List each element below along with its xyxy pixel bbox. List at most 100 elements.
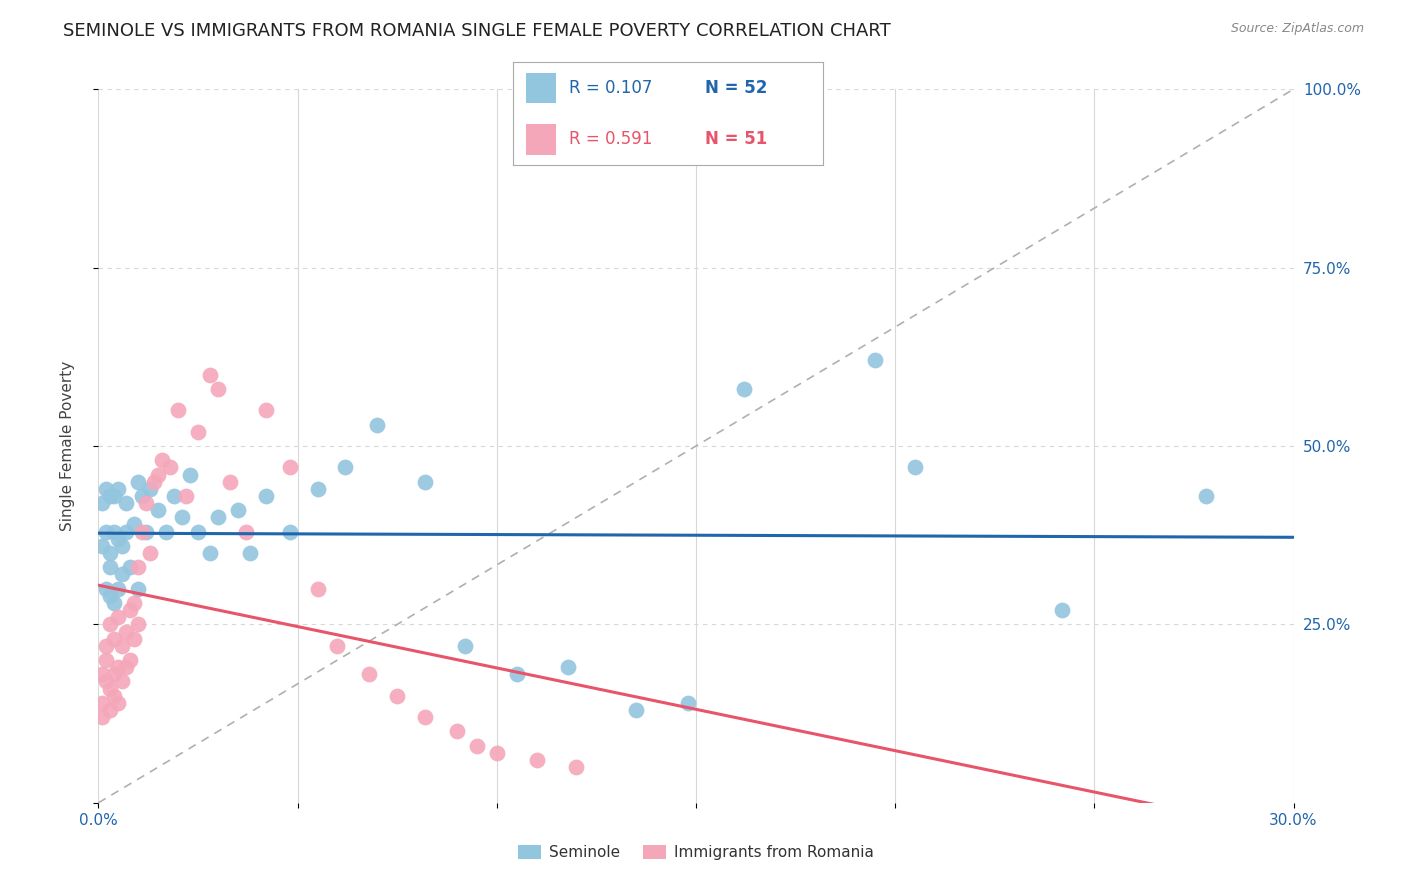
Point	[179, 467, 201, 482]
Point	[127, 582, 149, 596]
Text: N = 51: N = 51	[704, 130, 768, 148]
Point	[103, 489, 125, 503]
Point	[159, 460, 181, 475]
Point	[278, 460, 301, 475]
Text: N = 52: N = 52	[704, 78, 768, 96]
Point	[98, 546, 122, 560]
Point	[96, 582, 118, 596]
Point	[120, 603, 142, 617]
Point	[98, 681, 122, 696]
Point	[198, 546, 221, 560]
Point	[98, 589, 122, 603]
Point	[163, 489, 186, 503]
Point	[207, 382, 229, 396]
Point	[359, 667, 381, 681]
Point	[120, 653, 142, 667]
Point	[565, 760, 588, 774]
Point	[96, 653, 118, 667]
Point	[139, 546, 162, 560]
Point	[172, 510, 194, 524]
Point	[187, 524, 209, 539]
Text: SEMINOLE VS IMMIGRANTS FROM ROMANIA SINGLE FEMALE POVERTY CORRELATION CHART: SEMINOLE VS IMMIGRANTS FROM ROMANIA SING…	[63, 22, 891, 40]
Point	[135, 496, 157, 510]
Point	[124, 517, 146, 532]
Point	[111, 674, 134, 689]
Point	[111, 639, 134, 653]
Point	[198, 368, 221, 382]
Point	[107, 610, 129, 624]
Point	[254, 403, 277, 417]
Point	[385, 689, 409, 703]
Point	[1195, 489, 1218, 503]
Point	[91, 696, 114, 710]
Point	[127, 475, 149, 489]
Point	[98, 489, 122, 503]
Point	[626, 703, 648, 717]
Point	[465, 739, 488, 753]
Point	[103, 632, 125, 646]
Point	[98, 560, 122, 574]
Point	[676, 696, 699, 710]
Point	[148, 467, 170, 482]
Point	[143, 475, 166, 489]
Point	[111, 539, 134, 553]
Point	[254, 489, 277, 503]
Bar	[526, 73, 557, 103]
Text: R = 0.107: R = 0.107	[569, 78, 652, 96]
Point	[733, 382, 755, 396]
Point	[98, 703, 122, 717]
Point	[127, 560, 149, 574]
Y-axis label: Single Female Poverty: Single Female Poverty	[60, 361, 75, 531]
Point	[307, 582, 329, 596]
Point	[1052, 603, 1074, 617]
Point	[506, 667, 529, 681]
Point	[207, 510, 229, 524]
Point	[115, 496, 138, 510]
Point	[111, 567, 134, 582]
Point	[91, 496, 114, 510]
Point	[155, 524, 177, 539]
Point	[96, 482, 118, 496]
Point	[103, 667, 125, 681]
Point	[107, 532, 129, 546]
Point	[446, 724, 468, 739]
Point	[135, 524, 157, 539]
Point	[307, 482, 329, 496]
Point	[904, 460, 927, 475]
Point	[174, 489, 197, 503]
Point	[167, 403, 190, 417]
Text: R = 0.591: R = 0.591	[569, 130, 652, 148]
Point	[526, 753, 548, 767]
Point	[96, 524, 118, 539]
Point	[115, 624, 138, 639]
Point	[103, 596, 125, 610]
Point	[124, 632, 146, 646]
Point	[103, 524, 125, 539]
Point	[96, 639, 118, 653]
Point	[98, 617, 122, 632]
Point	[139, 482, 162, 496]
Point	[485, 746, 508, 760]
Point	[278, 524, 301, 539]
Point	[131, 489, 153, 503]
Point	[226, 503, 249, 517]
Point	[148, 503, 170, 517]
Point	[239, 546, 262, 560]
Point	[335, 460, 357, 475]
Point	[150, 453, 173, 467]
Point	[235, 524, 257, 539]
Point	[454, 639, 477, 653]
Point	[187, 425, 209, 439]
Point	[115, 524, 138, 539]
Point	[107, 582, 129, 596]
Point	[413, 475, 436, 489]
Point	[127, 617, 149, 632]
Point	[91, 539, 114, 553]
Point	[103, 689, 125, 703]
Legend: Seminole, Immigrants from Romania: Seminole, Immigrants from Romania	[512, 839, 880, 866]
Point	[107, 660, 129, 674]
Point	[326, 639, 349, 653]
Point	[131, 524, 153, 539]
Bar	[526, 124, 557, 155]
Point	[91, 667, 114, 681]
